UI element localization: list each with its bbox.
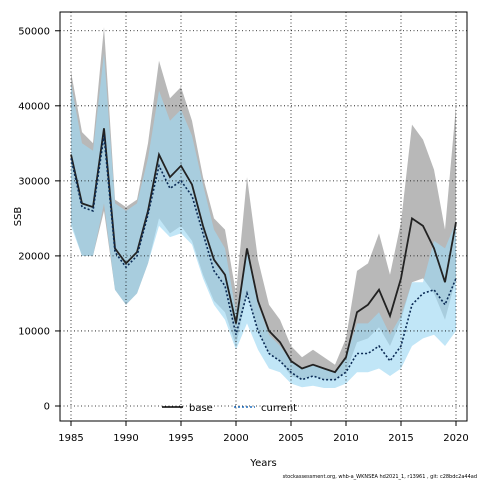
line-current [70, 135, 457, 381]
y-axis-title: SSB [13, 207, 24, 227]
series-lines [70, 128, 457, 381]
x-tick-label-2010: 2010 [333, 433, 358, 444]
legend-label-base: base [189, 403, 213, 414]
x-tick-label-1995: 1995 [168, 433, 193, 444]
y-tick-label-0: 0 [44, 401, 50, 412]
x-tick-label-2020: 2020 [443, 433, 468, 444]
legend-label-current: current [261, 403, 297, 414]
footer-credit: stockassessment.org, whb-a_WKNSEA hd2021… [283, 474, 477, 480]
x-tick-label-2015: 2015 [388, 433, 413, 444]
plot-frame [59, 11, 468, 422]
band-current [71, 53, 456, 389]
y-tick-label-20000: 20000 [18, 251, 50, 262]
gridlines [60, 12, 467, 421]
legend: base current [162, 403, 297, 414]
y-tick-label-30000: 30000 [18, 176, 50, 187]
x-tick-label-2005: 2005 [278, 433, 303, 444]
y-tick-label-10000: 10000 [18, 326, 50, 337]
y-tick-label-40000: 40000 [18, 101, 50, 112]
x-axis-title: Years [249, 458, 276, 469]
x-axis: 1985 1990 1995 2000 2005 2010 2015 2020 [58, 421, 469, 444]
y-axis: 0 10000 20000 30000 40000 50000 [18, 26, 60, 412]
x-tick-label-1990: 1990 [113, 433, 138, 444]
confidence-bands [71, 27, 456, 389]
y-tick-label-50000: 50000 [18, 26, 50, 37]
line-base [70, 128, 457, 374]
x-tick-label-2000: 2000 [223, 433, 248, 444]
x-tick-label-1985: 1985 [58, 433, 83, 444]
